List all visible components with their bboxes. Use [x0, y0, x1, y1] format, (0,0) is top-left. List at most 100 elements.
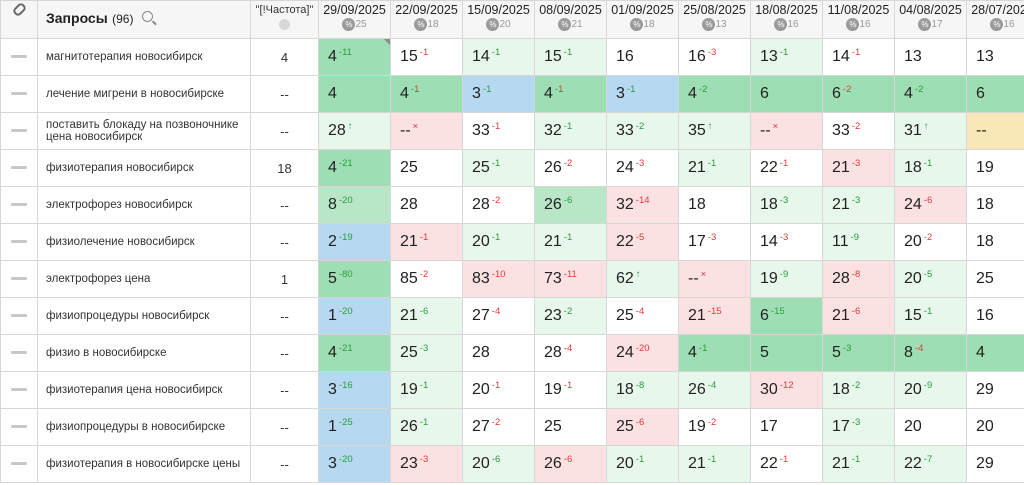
position-cell[interactable]: 25 [966, 260, 1024, 298]
position-cell[interactable]: 62 ↑ [606, 260, 679, 298]
date-column-header[interactable]: 22/09/2025% 18 [390, 0, 463, 39]
position-cell[interactable]: 17 -3 [678, 223, 751, 261]
position-cell[interactable]: 8 -4 [894, 334, 967, 372]
position-cell[interactable]: 25 -4 [606, 297, 679, 335]
position-cell[interactable]: 26 -6 [534, 445, 607, 483]
position-cell[interactable]: 19 -9 [750, 260, 823, 298]
row-drag-handle[interactable] [0, 223, 38, 261]
position-cell[interactable]: 20 -1 [606, 445, 679, 483]
position-cell[interactable]: 4 -1 [390, 75, 463, 113]
position-cell[interactable]: 23 -2 [534, 297, 607, 335]
query-text[interactable]: электрофорез новосибирск [37, 186, 251, 224]
row-drag-handle[interactable] [0, 297, 38, 335]
position-cell[interactable]: 83 -10 [462, 260, 535, 298]
position-cell[interactable]: 6 [966, 75, 1024, 113]
position-cell[interactable]: 33 -2 [606, 112, 679, 150]
position-cell[interactable]: 26 -1 [390, 408, 463, 446]
query-text[interactable]: лечение мигрени в новосибирске [37, 75, 251, 113]
row-drag-handle[interactable] [0, 371, 38, 409]
position-cell[interactable]: 27 -2 [462, 408, 535, 446]
position-cell[interactable]: 29 [966, 371, 1024, 409]
position-cell[interactable]: 15 -1 [390, 38, 463, 76]
date-column-header[interactable]: 01/09/2025% 18 [606, 0, 679, 39]
position-cell[interactable]: 32 -14 [606, 186, 679, 224]
position-cell[interactable]: 15 -1 [894, 297, 967, 335]
position-cell[interactable]: 20 -1 [462, 223, 535, 261]
date-column-header[interactable]: 25/08/2025% 13 [678, 0, 751, 39]
query-text[interactable]: электрофорез цена [37, 260, 251, 298]
position-cell[interactable]: 18 [678, 186, 751, 224]
position-cell[interactable]: 28 [462, 334, 535, 372]
position-cell[interactable]: 19 -2 [678, 408, 751, 446]
search-icon[interactable] [141, 11, 153, 22]
position-cell[interactable]: 3 -20 [318, 445, 391, 483]
position-cell[interactable]: 28 -2 [462, 186, 535, 224]
position-cell[interactable]: 26 -4 [678, 371, 751, 409]
link-column-header[interactable] [0, 0, 38, 39]
position-cell[interactable]: 28 -8 [822, 260, 895, 298]
position-cell[interactable]: 21 -1 [390, 223, 463, 261]
position-cell[interactable]: 25 -6 [606, 408, 679, 446]
position-cell[interactable]: 20 [966, 408, 1024, 446]
position-cell[interactable]: 18 [966, 186, 1024, 224]
position-cell[interactable]: 24 -20 [606, 334, 679, 372]
row-drag-handle[interactable] [0, 75, 38, 113]
row-drag-handle[interactable] [0, 149, 38, 187]
position-cell[interactable]: 19 -1 [390, 371, 463, 409]
query-text[interactable]: поставить блокаду на позвоночнике цена н… [37, 112, 251, 150]
position-cell[interactable]: 4 -2 [894, 75, 967, 113]
position-cell[interactable]: 17 -3 [822, 408, 895, 446]
position-cell[interactable]: -- [966, 112, 1024, 150]
position-cell[interactable]: 35 ↑ [678, 112, 751, 150]
date-column-header[interactable]: 15/09/2025% 20 [462, 0, 535, 39]
position-cell[interactable]: 20 -5 [894, 260, 967, 298]
position-cell[interactable]: 21 -1 [678, 445, 751, 483]
date-column-header[interactable]: 08/09/2025% 21 [534, 0, 607, 39]
position-cell[interactable]: 33 -1 [462, 112, 535, 150]
position-cell[interactable]: 16 [606, 38, 679, 76]
position-cell[interactable]: 21 -6 [822, 297, 895, 335]
position-cell[interactable]: 22 -5 [606, 223, 679, 261]
position-cell[interactable]: 26 -2 [534, 149, 607, 187]
position-cell[interactable]: 5 -3 [822, 334, 895, 372]
position-cell[interactable]: 6 -2 [822, 75, 895, 113]
position-cell[interactable]: 20 -6 [462, 445, 535, 483]
position-cell[interactable]: 20 -1 [462, 371, 535, 409]
query-text[interactable]: физиопроцедуры в новосибирске [37, 408, 251, 446]
row-drag-handle[interactable] [0, 408, 38, 446]
row-drag-handle[interactable] [0, 112, 38, 150]
position-cell[interactable]: 21 -15 [678, 297, 751, 335]
query-column-header[interactable]: Запросы (96) [37, 0, 251, 39]
position-cell[interactable]: 11 -9 [822, 223, 895, 261]
query-text[interactable]: физиопроцедуры новосибирск [37, 297, 251, 335]
position-cell[interactable]: 22 -7 [894, 445, 967, 483]
position-cell[interactable]: 18 -2 [822, 371, 895, 409]
row-drag-handle[interactable] [0, 334, 38, 372]
position-cell[interactable]: 5 -80 [318, 260, 391, 298]
position-cell[interactable]: 13 [966, 38, 1024, 76]
position-cell[interactable]: 26 -6 [534, 186, 607, 224]
position-cell[interactable]: 20 [894, 408, 967, 446]
position-cell[interactable]: 6 -15 [750, 297, 823, 335]
position-cell[interactable]: 21 -3 [822, 186, 895, 224]
position-cell[interactable]: 27 -4 [462, 297, 535, 335]
position-cell[interactable]: 73 -11 [534, 260, 607, 298]
position-cell[interactable]: 3 -1 [606, 75, 679, 113]
position-cell[interactable]: 23 -3 [390, 445, 463, 483]
row-drag-handle[interactable] [0, 186, 38, 224]
position-cell[interactable]: 14 -3 [750, 223, 823, 261]
row-drag-handle[interactable] [0, 260, 38, 298]
query-text[interactable]: физиотерапия цена новосибирск [37, 371, 251, 409]
position-cell[interactable]: 16 -3 [678, 38, 751, 76]
position-cell[interactable]: 22 -1 [750, 149, 823, 187]
query-text[interactable]: физио в новосибирске [37, 334, 251, 372]
position-cell[interactable]: 28 -4 [534, 334, 607, 372]
position-cell[interactable]: 25 -1 [462, 149, 535, 187]
query-text[interactable]: физиолечение новосибирск [37, 223, 251, 261]
date-column-header[interactable]: 29/09/2025% 25 [318, 0, 391, 39]
position-cell[interactable]: 33 -2 [822, 112, 895, 150]
query-text[interactable]: физиотерапия новосибирск [37, 149, 251, 187]
position-cell[interactable]: 14 -1 [462, 38, 535, 76]
position-cell[interactable]: 21 -6 [390, 297, 463, 335]
position-cell[interactable]: -- × [678, 260, 751, 298]
